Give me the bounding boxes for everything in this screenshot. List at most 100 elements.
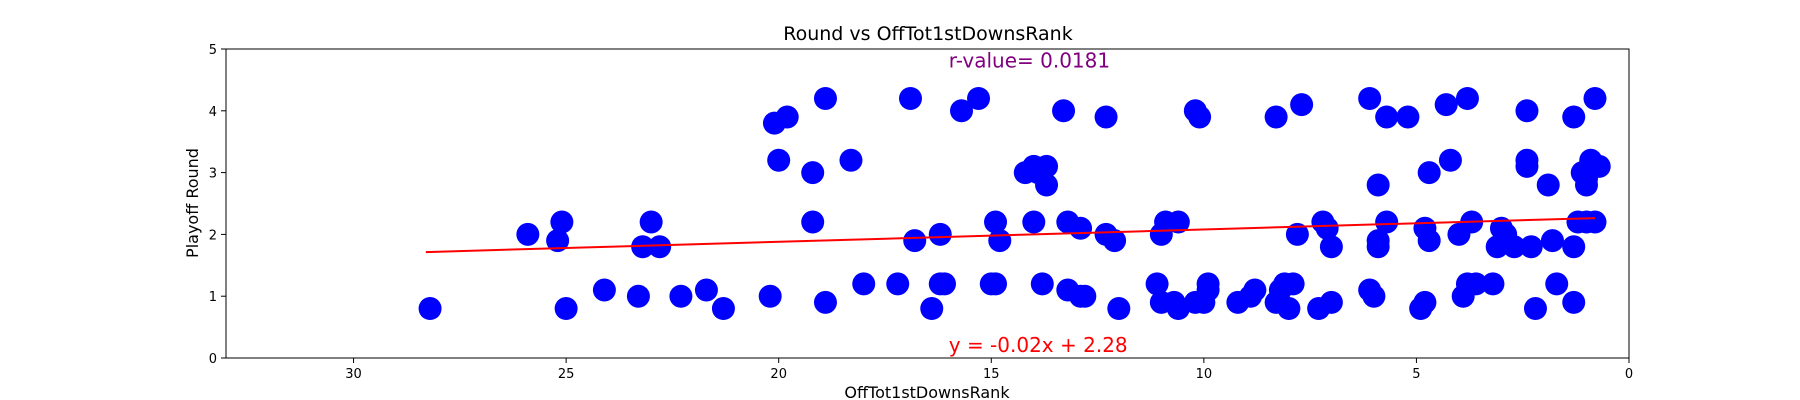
y-tick-label: 4 xyxy=(209,105,217,120)
scatter-point xyxy=(554,297,578,321)
scatter-point xyxy=(1413,290,1437,314)
scatter-point xyxy=(1545,272,1569,296)
x-tick-label: 0 xyxy=(1625,367,1633,382)
scatter-point xyxy=(1358,86,1382,110)
scatter-point xyxy=(813,86,837,110)
scatter-point xyxy=(1417,229,1441,253)
scatter-point xyxy=(1107,297,1131,321)
scatter-point xyxy=(1583,86,1607,110)
scatter-point xyxy=(950,99,974,123)
equation-annotation: y = -0.02x + 2.28 xyxy=(949,333,1128,357)
x-tick-label: 10 xyxy=(1196,367,1213,382)
scatter-point xyxy=(1145,272,1169,296)
scatter-point xyxy=(1583,210,1607,234)
scatter-point xyxy=(1502,235,1526,259)
scatter-point xyxy=(546,229,570,253)
scatter-point xyxy=(1073,284,1097,308)
scatter-point xyxy=(1366,235,1390,259)
y-tick-label: 0 xyxy=(209,352,217,367)
y-tick-label: 3 xyxy=(209,167,217,182)
y-tick-label: 2 xyxy=(209,228,217,243)
scatter-point xyxy=(1069,216,1093,240)
scatter-point xyxy=(592,278,616,302)
scatter-point xyxy=(1285,222,1309,246)
scatter-point xyxy=(1166,210,1190,234)
scatter-point xyxy=(1536,173,1560,197)
x-tick-label: 25 xyxy=(558,367,575,382)
scatter-point xyxy=(1094,105,1118,129)
scatter-point xyxy=(1315,216,1339,240)
scatter-point xyxy=(1243,278,1267,302)
scatter-point xyxy=(1574,173,1598,197)
scatter-point xyxy=(1396,105,1420,129)
scatter-point xyxy=(669,284,693,308)
x-tick-label: 5 xyxy=(1412,367,1420,382)
scatter-point xyxy=(1022,210,1046,234)
scatter-point xyxy=(1362,284,1386,308)
x-axis: 30 25 20 15 10 5 0 xyxy=(345,358,1633,382)
scatter-point xyxy=(1562,105,1586,129)
scatter-point xyxy=(648,235,672,259)
scatter-point xyxy=(1264,105,1288,129)
scatter-point xyxy=(1519,235,1543,259)
scatter-point xyxy=(767,148,791,172)
y-axis: 0 1 2 3 4 5 xyxy=(209,43,226,367)
scatter-point xyxy=(758,284,782,308)
scatter-point xyxy=(516,222,540,246)
scatter-point xyxy=(813,290,837,314)
scatter-point xyxy=(984,210,1008,234)
scatter-point xyxy=(1417,161,1441,185)
scatter-point xyxy=(984,272,1008,296)
scatter-point xyxy=(801,210,825,234)
scatter-point xyxy=(1035,154,1059,178)
scatter-point xyxy=(839,148,863,172)
y-tick-label: 1 xyxy=(209,290,217,305)
scatter-point xyxy=(1290,93,1314,117)
scatter-point xyxy=(898,86,922,110)
y-tick-label: 5 xyxy=(209,43,217,58)
scatter-point xyxy=(639,210,663,234)
scatter-point xyxy=(1030,272,1054,296)
scatter-point xyxy=(852,272,876,296)
scatter-point xyxy=(1515,154,1539,178)
scatter-point xyxy=(711,297,735,321)
scatter-point xyxy=(1587,154,1611,178)
scatter-point xyxy=(1523,297,1547,321)
scatter-point xyxy=(1438,148,1462,172)
scatter-point xyxy=(1562,235,1586,259)
scatter-point xyxy=(988,229,1012,253)
scatter-point xyxy=(550,210,574,234)
scatter-point xyxy=(1434,93,1458,117)
scatter-point xyxy=(626,284,650,308)
x-tick-label: 30 xyxy=(345,367,362,382)
x-tick-label: 15 xyxy=(983,367,1000,382)
scatter-point xyxy=(1540,229,1564,253)
regression-line xyxy=(425,217,1596,254)
scatter-point xyxy=(903,229,927,253)
scatter-point xyxy=(1455,86,1479,110)
x-tick-label: 20 xyxy=(770,367,787,382)
scatter-point xyxy=(967,86,991,110)
scatter-point xyxy=(694,278,718,302)
scatter-point xyxy=(1103,229,1127,253)
scatter-point xyxy=(920,297,944,321)
y-axis-label: Playoff Round xyxy=(183,148,202,258)
scatter-point xyxy=(1188,105,1212,129)
scatter-point xyxy=(933,272,957,296)
scatter-point xyxy=(801,161,825,185)
scatter-point xyxy=(886,272,910,296)
scatter-point xyxy=(1196,278,1220,302)
scatter-point xyxy=(1319,290,1343,314)
scatter-point xyxy=(1035,173,1059,197)
scatter-point xyxy=(928,222,952,246)
scatter-point xyxy=(1319,235,1343,259)
r-value-annotation: r-value= 0.0181 xyxy=(949,49,1110,73)
scatter-point xyxy=(1562,290,1586,314)
scatter-point xyxy=(1464,272,1488,296)
scatter-point xyxy=(418,297,442,321)
scatter-point xyxy=(1366,173,1390,197)
plot-area-frame xyxy=(225,48,1630,359)
scatter-point xyxy=(1052,99,1076,123)
scatter-point xyxy=(1277,297,1301,321)
